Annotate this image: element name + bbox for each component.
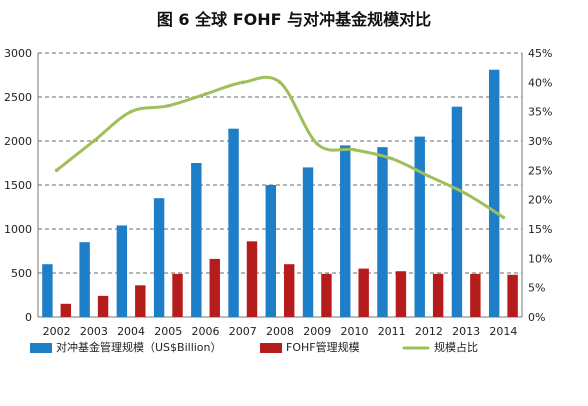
fohf-bar <box>60 303 72 317</box>
left-axis-tick-label: 1000 <box>4 223 32 236</box>
right-axis-tick-label: 40% <box>528 76 552 89</box>
right-axis-tick-label: 45% <box>528 47 552 60</box>
hedge-fund-bar <box>153 198 165 317</box>
share-point <box>389 156 394 161</box>
hedge-fund-bar <box>302 167 314 317</box>
right-axis-tick-label: 20% <box>528 194 552 207</box>
legend-share-label: 规模占比 <box>434 340 478 354</box>
hedge-fund-bar <box>377 147 388 317</box>
share-point <box>501 215 506 220</box>
share-point <box>464 192 468 196</box>
chart-title: 图 6 全球 FOHF 与对冲基金规模对比 <box>156 10 432 29</box>
hedge-fund-bar <box>451 106 463 318</box>
hedge-fund-bar <box>191 163 202 317</box>
fohf-bar <box>358 268 369 317</box>
x-axis-tick-label: 2008 <box>266 325 294 338</box>
right-axis-tick-label: 0% <box>528 311 545 324</box>
fohf-bar <box>507 274 518 317</box>
legend-hedge-fund-label: 对冲基金管理规模（US$Billion） <box>56 340 222 354</box>
hedge-fund-bar <box>414 136 425 317</box>
x-axis-tick-label: 2002 <box>43 325 71 338</box>
fohf-bar <box>432 273 444 317</box>
fohf-bar <box>97 295 109 317</box>
x-axis-tick-label: 2004 <box>117 325 145 338</box>
share-point <box>129 109 133 114</box>
hedge-fund-bar <box>265 185 276 317</box>
fohf-bar <box>321 273 332 317</box>
x-axis-tick-label: 2011 <box>378 325 406 338</box>
x-axis-tick-label: 2010 <box>340 325 368 338</box>
fohf-bar <box>209 258 220 317</box>
x-axis-tick-label: 2014 <box>489 325 517 338</box>
fohf-bar <box>470 273 481 317</box>
fohf-bar <box>246 241 258 317</box>
right-axis-tick-label: 15% <box>528 223 552 236</box>
gridlines <box>38 52 522 274</box>
x-axis-tick-label: 2005 <box>154 325 182 338</box>
left-axis-tick-label: 3000 <box>4 47 32 60</box>
hedge-fund-bar <box>488 69 500 317</box>
legend: 对冲基金管理规模（US$Billion） FOHF管理规模 规模占比 <box>30 340 478 354</box>
right-axis-tick-label: 25% <box>528 164 552 177</box>
x-axis-tick-label: 2012 <box>415 325 443 338</box>
hedge-fund-bar <box>79 242 90 317</box>
fohf-bar <box>135 285 146 317</box>
left-axis-tick-label: 2000 <box>4 135 32 148</box>
fohf-bar <box>284 264 295 317</box>
x-axis-tick-label: 2003 <box>80 325 108 338</box>
share-point <box>54 168 59 173</box>
left-axis-tick-label: 1500 <box>4 179 32 192</box>
left-axis-tick-label: 500 <box>11 267 32 280</box>
share-point <box>166 104 171 108</box>
right-axis-tick-label: 10% <box>528 252 552 265</box>
left-axis-tick-label: 2500 <box>4 91 32 104</box>
share-point <box>352 148 357 152</box>
line-series <box>54 75 506 220</box>
x-axis-tick-label: 2013 <box>452 325 480 338</box>
right-axis-tick-label: 35% <box>528 106 552 119</box>
axes: 0 500 1000 1500 2000 2500 3000 0% 5% 10% 15% 20% 25%… <box>4 47 552 338</box>
hedge-fund-bar <box>228 128 239 317</box>
share-line <box>55 75 505 219</box>
x-axis-tick-label: 2009 <box>303 325 331 338</box>
right-axis-tick-label: 5% <box>528 282 545 295</box>
right-axis-tick-label: 30% <box>528 135 552 148</box>
share-point <box>92 139 96 143</box>
legend-hedge-fund-swatch <box>30 343 52 353</box>
legend-fohf-label: FOHF管理规模 <box>286 340 360 354</box>
share-point <box>203 92 208 96</box>
share-point <box>427 174 431 178</box>
fohf-bar <box>395 271 407 317</box>
legend-fohf-swatch <box>260 343 282 353</box>
fohf-bar <box>172 273 183 317</box>
hedge-fund-bar <box>116 225 128 317</box>
share-point <box>315 142 320 146</box>
x-axis-tick-label: 2006 <box>192 325 220 338</box>
share-point <box>278 80 282 85</box>
x-axis-tick-label: 2007 <box>229 325 257 338</box>
share-point <box>240 80 245 85</box>
hedge-fund-bar <box>42 264 53 317</box>
hedge-fund-bar <box>340 145 351 317</box>
left-axis-tick-label: 0 <box>25 311 32 324</box>
bar-series <box>42 69 518 318</box>
